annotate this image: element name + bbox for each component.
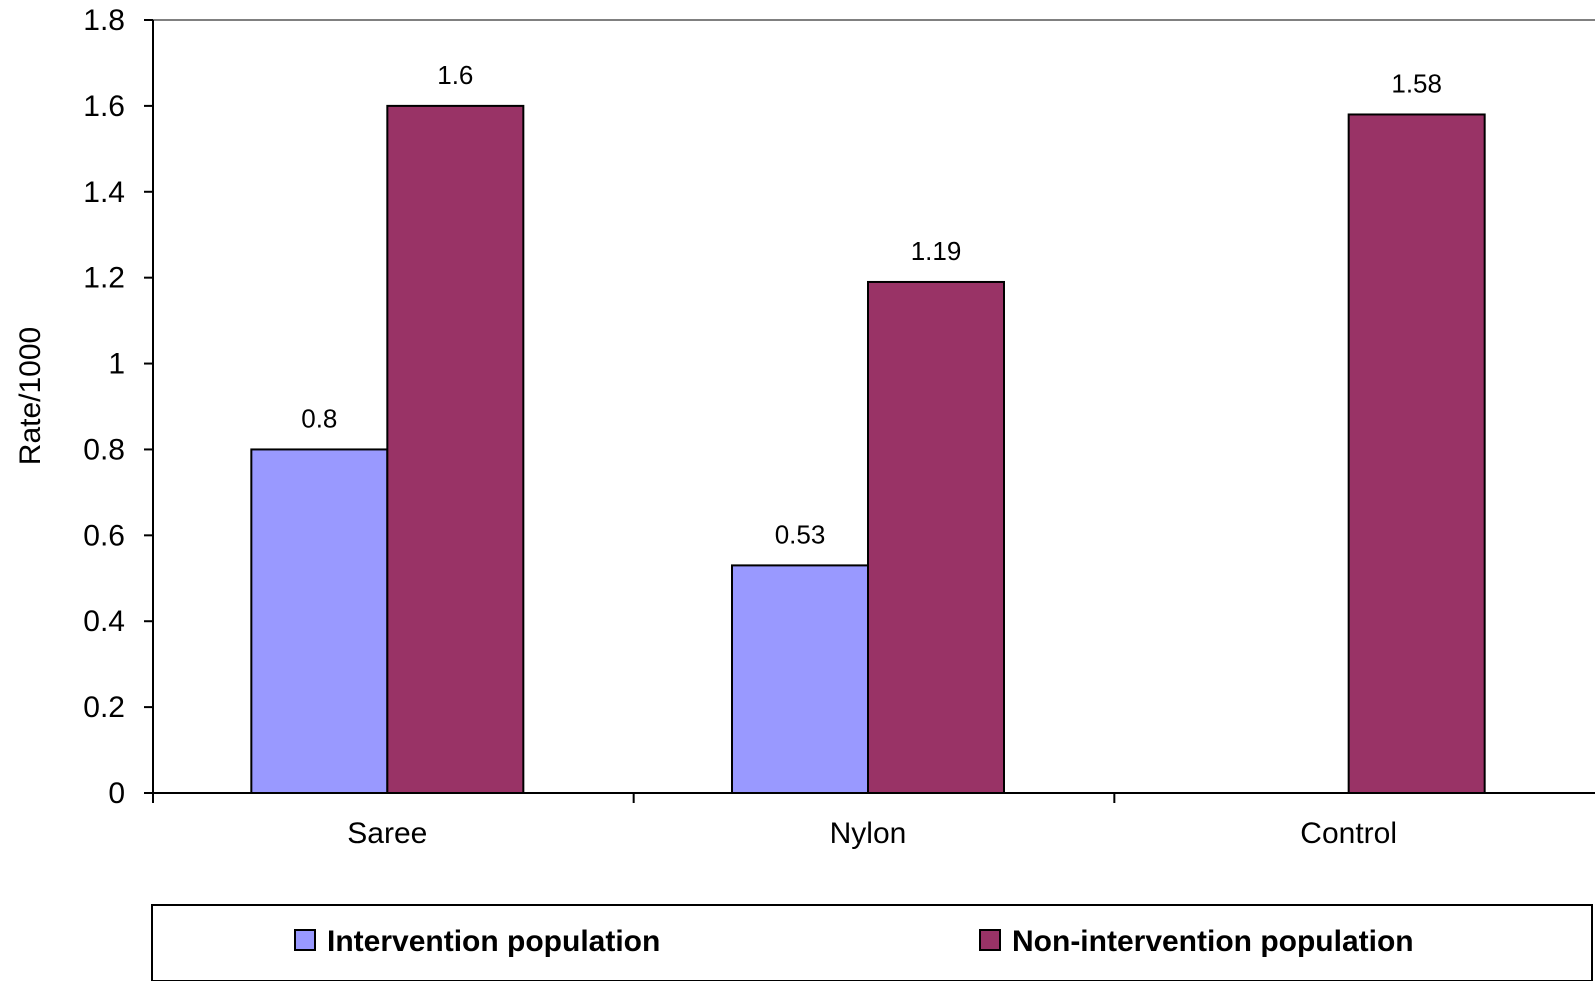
x-tick-label: Nylon (830, 817, 907, 850)
bars (250, 104, 1486, 795)
x-tick-label: Control (1300, 817, 1397, 850)
legend-swatch (979, 929, 1001, 951)
legend: Intervention population Non-intervention … (151, 904, 1593, 981)
y-tick-label: 0.6 (83, 519, 125, 552)
y-axis: 0 0.2 0.4 0.6 0.8 1 1.2 1.4 1.6 1.8 (83, 4, 154, 810)
y-tick-label: 0.4 (83, 605, 125, 638)
x-axis: Saree Nylon Control (152, 792, 1595, 850)
y-tick-label: 1 (108, 348, 125, 381)
legend-label: Intervention population (327, 925, 660, 958)
y-tick-label: 1.6 (83, 90, 125, 123)
x-tick-label: Saree (347, 817, 427, 850)
data-label: 0.8 (301, 403, 337, 433)
y-tick-label: 1.4 (83, 176, 125, 209)
y-tick-label: 0.8 (83, 433, 125, 466)
bar-saree-series-2 (386, 104, 525, 794)
legend-label: Non-intervention population (1012, 925, 1414, 958)
y-tick-label: 0 (108, 777, 125, 810)
legend-box (151, 904, 1593, 981)
y-tick-label: 0.2 (83, 691, 125, 724)
y-axis-title: Rate/1000 (14, 327, 47, 465)
y-tick-label: 1.8 (83, 4, 125, 37)
data-labels: 0.8 1.6 0.53 1.19 1.58 (301, 60, 1442, 550)
bar-saree-series-1 (250, 448, 389, 794)
bar-nylon-series-1 (731, 564, 869, 795)
data-label: 1.6 (437, 60, 473, 90)
data-label: 1.19 (911, 236, 962, 266)
legend-swatch (294, 929, 316, 951)
bar-nylon-series-2 (867, 280, 1005, 794)
bar-control-series-2 (1347, 113, 1486, 794)
data-label: 1.58 (1391, 68, 1442, 98)
y-tick-label: 1.2 (83, 262, 125, 295)
data-label: 0.53 (775, 519, 826, 549)
